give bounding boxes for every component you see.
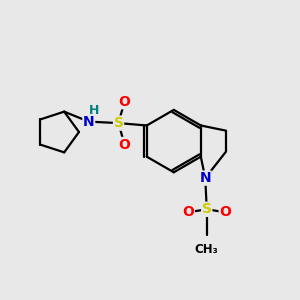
Text: N: N — [83, 115, 94, 129]
Text: O: O — [219, 205, 231, 219]
Text: S: S — [113, 116, 124, 130]
Text: CH₃: CH₃ — [195, 243, 219, 256]
Text: O: O — [118, 95, 130, 109]
Text: S: S — [202, 202, 212, 216]
Text: O: O — [118, 137, 130, 152]
Text: N: N — [200, 171, 211, 185]
Text: O: O — [182, 205, 194, 219]
Text: H: H — [89, 104, 99, 117]
